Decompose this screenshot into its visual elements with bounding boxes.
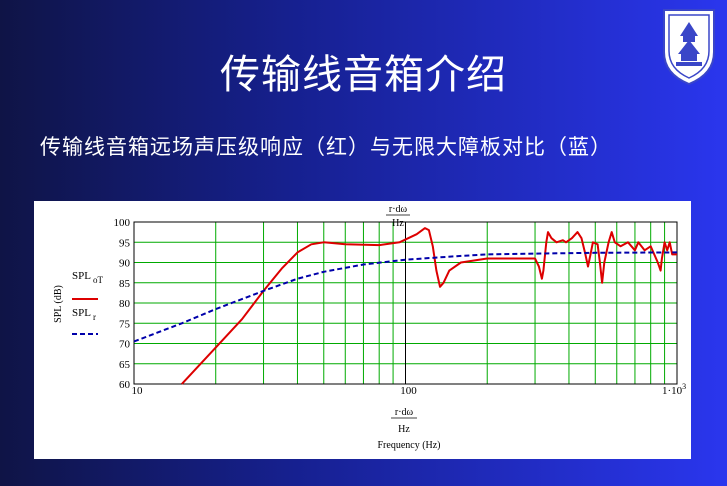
- y-tick-label: 70: [119, 339, 131, 351]
- marker-bottom-numerator: r·dω: [395, 407, 414, 418]
- x-tick-label: 100: [400, 385, 417, 397]
- y-tick-label: 90: [119, 258, 131, 270]
- university-seal-icon: [663, 9, 715, 86]
- y-axis-label: SPL (dB): [53, 285, 64, 323]
- chart-panel: 60 65 70 75 80 85 90 95 100 10 100 1·103 SPL (dB)…: [34, 201, 691, 459]
- marker-top-numerator: r·dω: [389, 204, 408, 215]
- legend: SPL oT SPL r: [72, 270, 103, 335]
- y-tick-label: 95: [119, 237, 131, 249]
- x-tick-label: 10: [132, 385, 144, 397]
- x-tick-label-end: 1·103: [662, 382, 686, 397]
- x-axis-label: Frequency (Hz): [377, 440, 440, 451]
- y-tick-label: 60: [119, 379, 131, 391]
- marker-top-denominator: Hz: [392, 218, 404, 229]
- slide-title: 传输线音箱介绍: [220, 52, 507, 98]
- y-tick-label: 80: [119, 298, 131, 310]
- marker-bottom-denominator: Hz: [398, 424, 410, 435]
- marker-label-bottom: r·dω Hz: [391, 407, 417, 435]
- y-tick-label: 65: [119, 359, 131, 371]
- y-tick-label: 100: [114, 217, 131, 229]
- y-tick-label: 85: [119, 278, 131, 290]
- y-tick-label: 75: [119, 318, 131, 330]
- marker-label-top: r·dω Hz: [386, 204, 410, 229]
- series-line-spl-r: [133, 251, 678, 343]
- legend-label-spl-r: SPL r: [72, 307, 96, 322]
- slide-subtitle: 传输线音箱远场声压级响应（红）与无限大障板对比（蓝）: [40, 135, 612, 159]
- legend-label-spl-ot: SPL oT: [72, 270, 103, 285]
- series-line-spl-ot: [181, 227, 677, 385]
